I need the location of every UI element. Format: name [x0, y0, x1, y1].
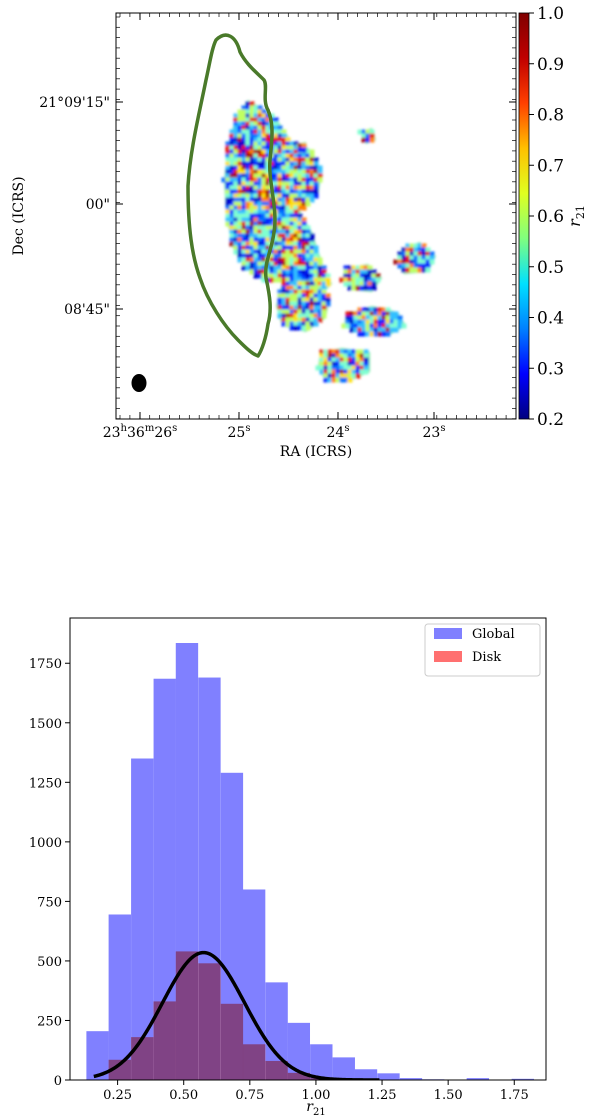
global-bar — [108, 914, 131, 1080]
colorbar-tick-label: 0.8 — [537, 106, 564, 126]
map-y-axis-label: Dec (ICRS) — [11, 176, 27, 255]
co-contour — [186, 33, 277, 358]
disk-bar — [220, 1003, 244, 1080]
global-bar — [354, 1069, 378, 1080]
colorbar-tick-label: 0.3 — [537, 359, 564, 379]
map-y-tick-label: 08'45" — [64, 302, 110, 318]
global-bar — [310, 1044, 333, 1080]
histogram-frame — [69, 617, 547, 1081]
r21-map-panel: 21°09'15" 00" 08'45" 23h36m26s 25s 24s 2 — [11, 4, 587, 460]
map-minor-ticks — [116, 13, 517, 420]
histogram-legend: Global Disk — [424, 623, 541, 677]
colorbar-tick-label: 0.5 — [537, 258, 564, 278]
histogram-x-ticks: 0.25 0.50 0.75 1.00 1.25 1.50 1.75 — [103, 1080, 529, 1103]
disk-bar — [153, 1001, 176, 1080]
colorbar-gradient — [518, 12, 530, 420]
histogram-x-tick-label: 1.25 — [368, 1088, 397, 1103]
map-x-axis-label: RA (ICRS) — [280, 444, 352, 460]
histogram-y-tick-label: 1500 — [29, 717, 62, 732]
disk-bar — [242, 1044, 266, 1080]
histogram-y-ticks: 0 250 500 750 1000 1250 1500 1750 — [29, 657, 70, 1089]
legend-label-disk: Disk — [472, 650, 501, 665]
histogram-y-tick-label: 1250 — [29, 776, 62, 791]
histogram-x-tick-label: 0.50 — [169, 1088, 198, 1103]
histogram-x-tick-label: 1.75 — [500, 1088, 529, 1103]
histogram-y-tick-label: 500 — [37, 955, 62, 970]
histogram-y-tick-label: 1750 — [29, 657, 62, 672]
global-bar — [220, 772, 244, 1080]
disk-bars — [108, 951, 333, 1080]
global-bar — [511, 1078, 534, 1080]
colorbar-tick-label: 1.0 — [537, 4, 564, 24]
global-bar — [153, 678, 176, 1080]
map-y-tick-label: 21°09'15" — [39, 95, 110, 111]
map-y-ticks: 21°09'15" 00" 08'45" — [39, 95, 516, 318]
global-bar — [86, 1031, 109, 1080]
global-bar — [131, 758, 154, 1080]
histogram-x-axis-label: r21 — [306, 1099, 325, 1118]
gaussian-fit-curve — [93, 950, 380, 1080]
histogram-y-tick-label: 0 — [54, 1074, 62, 1089]
map-x-ticks: 23h36m26s 25s 24s 23s — [103, 13, 446, 441]
map-x-tick-label: 24s — [327, 423, 350, 441]
colorbar-tick-label: 0.7 — [537, 156, 564, 176]
disk-bar — [265, 1060, 288, 1080]
global-bar — [377, 1073, 400, 1080]
r21-map-image — [131, 33, 436, 392]
map-frame — [115, 12, 517, 420]
global-bar — [265, 982, 288, 1080]
histogram-y-tick-label: 750 — [37, 895, 62, 910]
histogram-x-tick-label: 0.25 — [103, 1088, 132, 1103]
legend-label-global: Global — [472, 627, 515, 642]
colorbar: 0.2 0.3 0.4 0.5 0.6 0.7 0.8 0.9 1.0 r21 — [518, 4, 587, 430]
histogram-x-tick-label: 1.50 — [434, 1088, 463, 1103]
global-bars — [86, 643, 534, 1080]
global-bar — [287, 1022, 311, 1080]
map-x-tick-label: 25s — [228, 423, 251, 441]
disk-bar — [287, 1072, 311, 1080]
disk-bar — [108, 1059, 131, 1080]
disk-bar — [198, 963, 221, 1080]
colorbar-label: r21 — [565, 205, 587, 227]
global-bar — [399, 1078, 423, 1080]
global-bar — [466, 1078, 490, 1080]
disk-bar — [175, 951, 199, 1080]
colorbar-tick-label: 0.2 — [537, 410, 564, 430]
colorbar-tick-label: 0.9 — [537, 55, 564, 75]
beam-ellipse — [131, 374, 147, 392]
legend-swatch-disk — [434, 651, 462, 662]
histogram-panel: 0.25 0.50 0.75 1.00 1.25 1.50 1.75 0 250 500 750 1… — [29, 617, 547, 1118]
histogram-y-tick-label: 1000 — [29, 836, 62, 851]
histogram-x-tick-label: 1.00 — [301, 1088, 330, 1103]
colorbar-tick-label: 0.6 — [537, 207, 564, 227]
histogram-y-tick-label: 250 — [37, 1014, 62, 1029]
global-bar — [332, 1057, 355, 1080]
histogram-x-tick-label: 0.75 — [235, 1088, 264, 1103]
map-y-tick-label: 00" — [86, 197, 110, 213]
colorbar-tick-label: 0.4 — [537, 309, 564, 329]
map-x-tick-label: 23h36m26s — [103, 423, 178, 441]
map-x-tick-label: 23s — [423, 423, 446, 441]
legend-swatch-global — [434, 628, 462, 639]
disk-bar — [131, 1037, 154, 1080]
